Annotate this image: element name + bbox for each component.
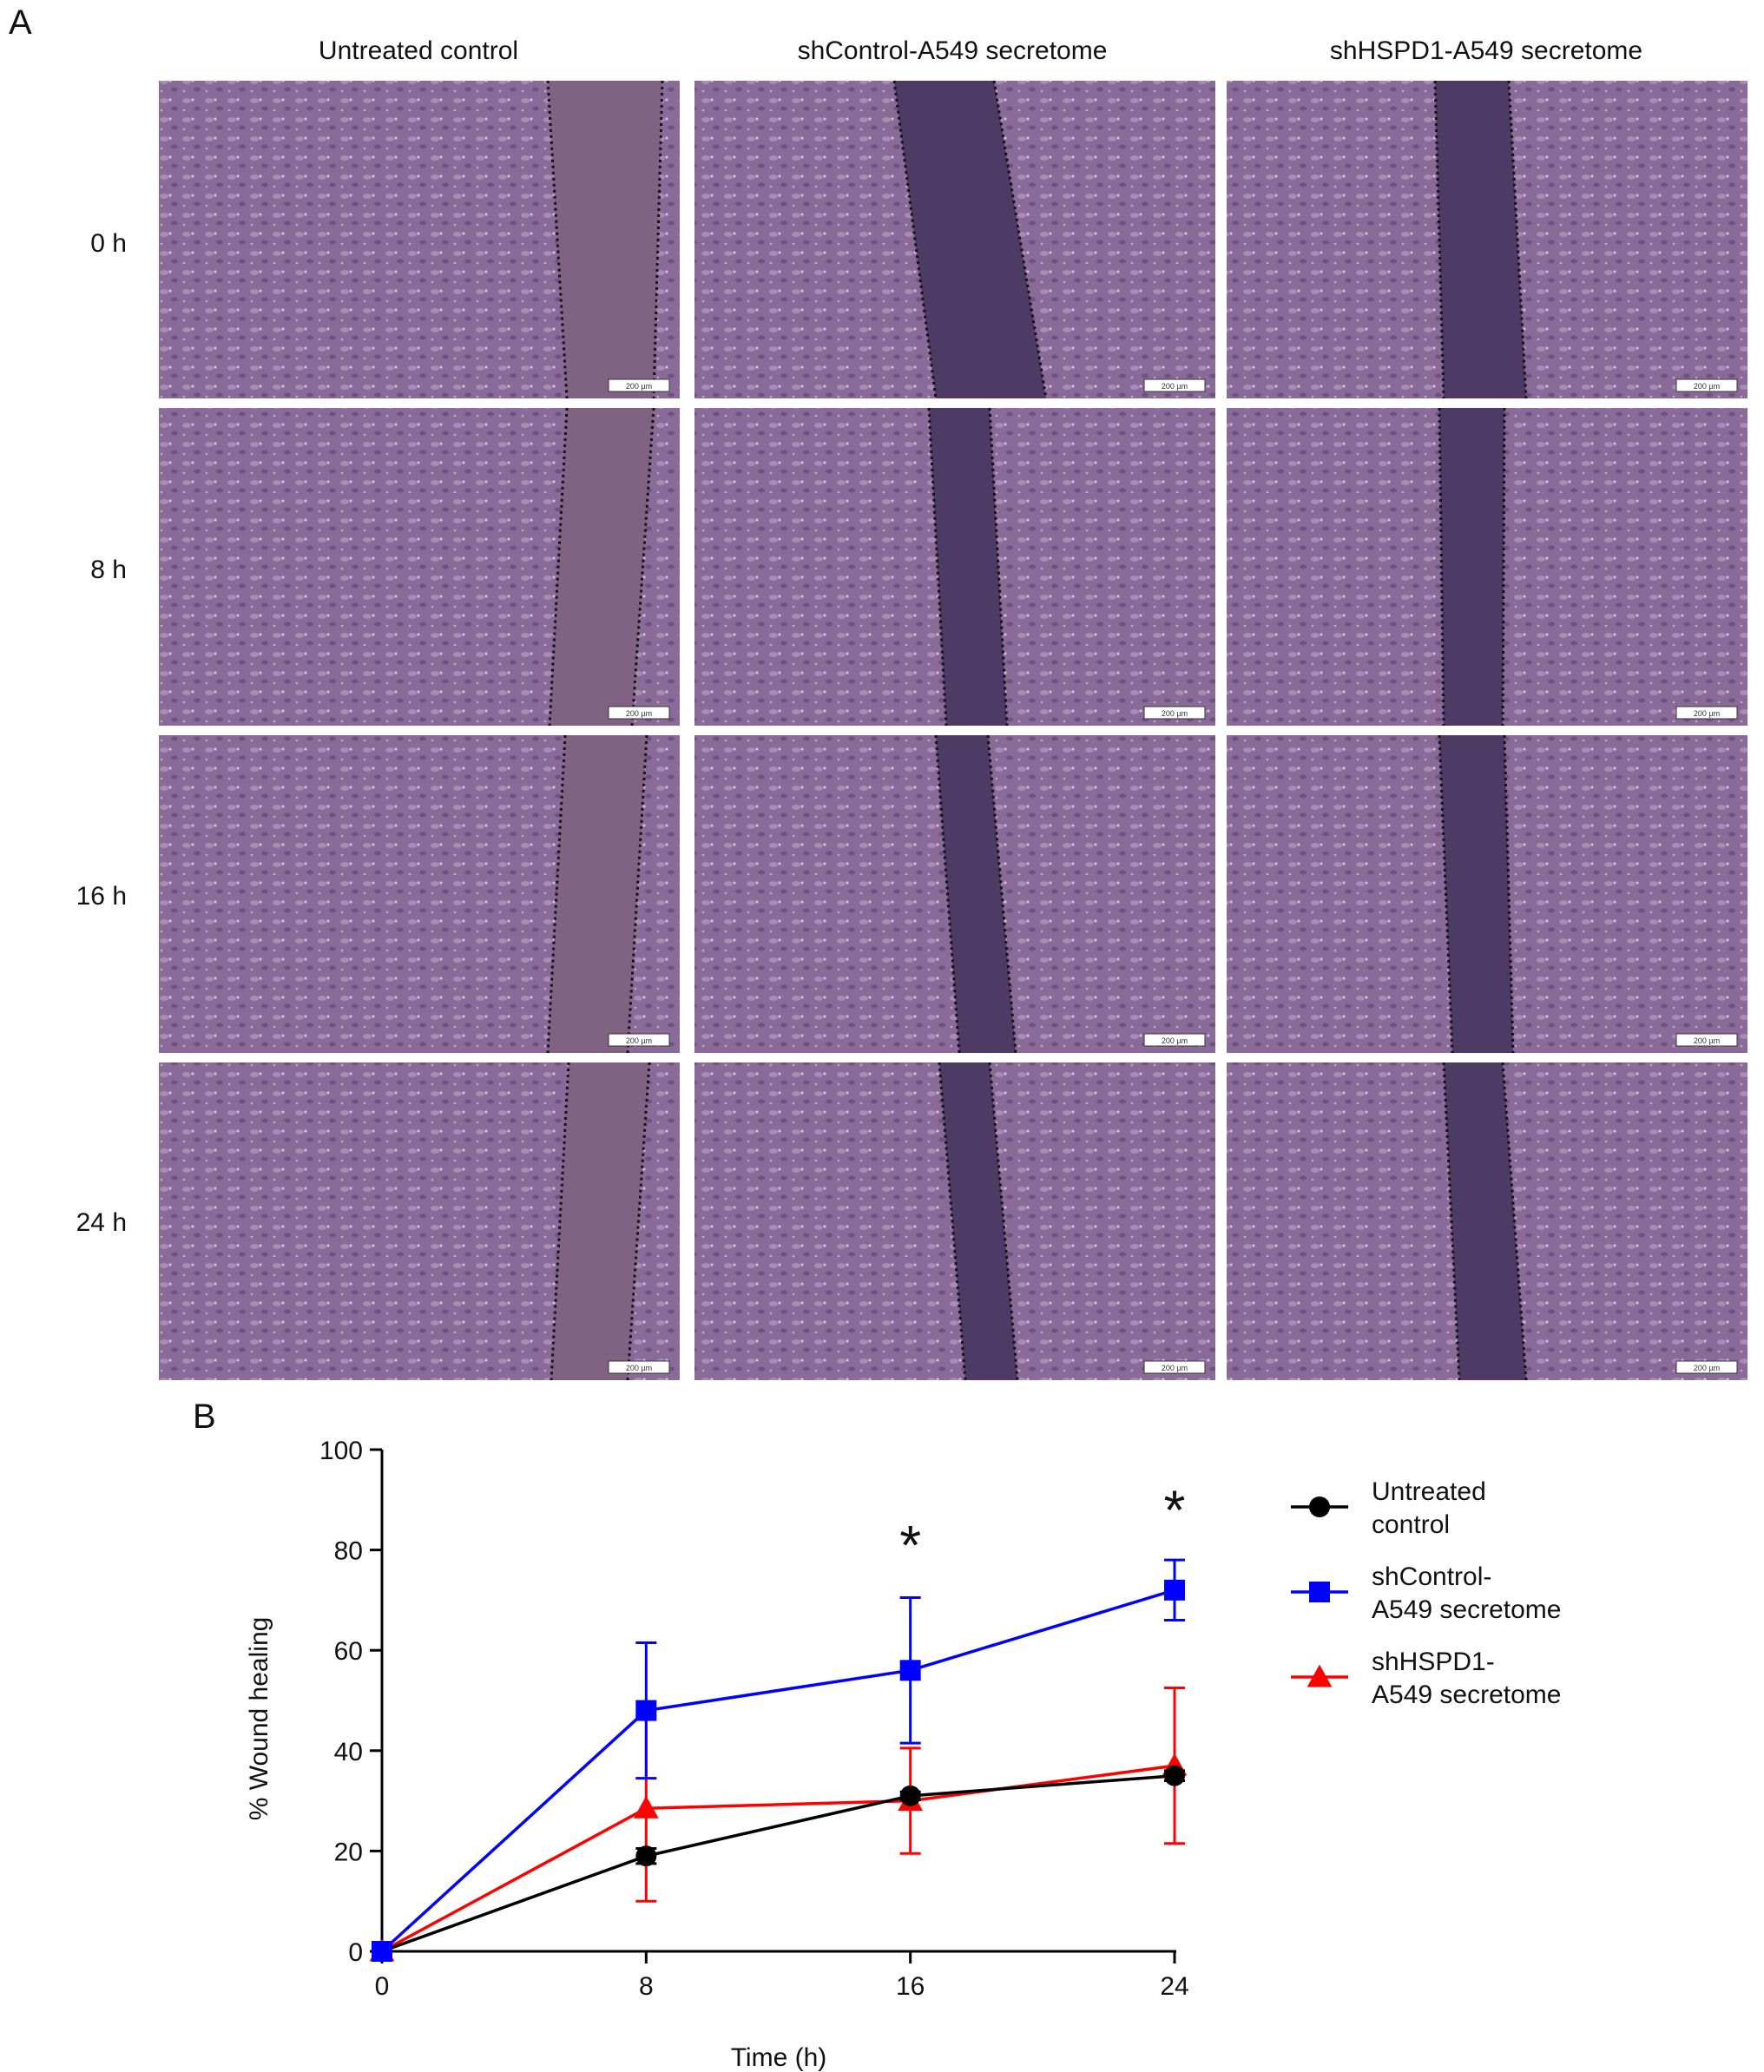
data-point	[372, 1941, 392, 1962]
data-point	[1164, 1765, 1185, 1786]
scale-bar-label: 200 µm	[1694, 382, 1720, 391]
scale-bar-label: 200 µm	[1162, 382, 1188, 391]
series-1	[372, 1558, 1185, 1962]
scale-bar-label: 200 µm	[626, 709, 652, 718]
legend-label: shHSPD1-	[1372, 1648, 1495, 1676]
micrograph-1-1: 200 µm	[694, 407, 1215, 727]
scale-bar-label: 200 µm	[626, 1364, 652, 1372]
series-line	[381, 1764, 1175, 1953]
series-line	[381, 1773, 1175, 1953]
x-tick-label: 24	[1160, 1972, 1188, 2001]
legend-item-2: shHSPD1- A549 secretome	[1291, 1648, 1561, 1709]
x-tick-label: 8	[639, 1972, 654, 2001]
micrograph-1-0: 200 µm	[694, 80, 1215, 399]
y-tick-label: 0	[348, 1938, 363, 1967]
data-point	[1164, 1579, 1185, 1601]
y-tick-label: 80	[334, 1537, 363, 1566]
y-tick-label: 60	[334, 1637, 363, 1666]
scale-bar-label: 200 µm	[1694, 1364, 1720, 1372]
scale-bar-label: 200 µm	[626, 1036, 652, 1045]
column-header-shcontrol: shControl-A549 secretome	[797, 36, 1108, 65]
data-point	[635, 1700, 657, 1721]
series-0	[372, 1765, 1185, 1962]
significance-asterisk: *	[1164, 1478, 1186, 1541]
x-tick-label: 16	[896, 1972, 925, 2001]
data-point	[899, 1785, 921, 1806]
scale-bar-label: 200 µm	[1694, 1036, 1720, 1045]
micrograph-0-3: 200 µm	[159, 1062, 680, 1381]
significance-asterisk: *	[899, 1514, 921, 1576]
x-axis-label: Time (h)	[731, 2043, 827, 2072]
y-tick-label: 20	[334, 1838, 363, 1866]
y-tick-label: 40	[334, 1738, 363, 1766]
series-line	[380, 1589, 1175, 1953]
data-point	[899, 1660, 921, 1681]
scale-bar-label: 200 µm	[1162, 1364, 1188, 1372]
legend-item-1: shControl- A549 secretome	[1291, 1562, 1561, 1624]
legend-swatch-marker	[1309, 1582, 1330, 1602]
row-header-0h: 0 h	[90, 229, 127, 258]
micrograph-2-1: 200 µm	[1227, 407, 1748, 727]
data-point	[635, 1845, 657, 1867]
column-header-shhspd1: shHSPD1-A549 secretome	[1329, 36, 1643, 65]
micrograph-1-3: 200 µm	[694, 1062, 1215, 1381]
scale-bar-label: 200 µm	[1162, 1036, 1188, 1045]
row-header-8h: 8 h	[90, 556, 127, 584]
micrograph-0-1: 200 µm	[159, 407, 680, 727]
y-axis-label: % Wound healing	[245, 1617, 273, 1821]
legend-label: A549 secretome	[1372, 1681, 1561, 1709]
legend-label: A549 secretome	[1372, 1595, 1561, 1624]
legend-swatch-marker	[1309, 1496, 1330, 1517]
row-header-16h: 16 h	[76, 882, 127, 911]
legend-label: shControl-	[1372, 1562, 1491, 1591]
legend-label: Untreated	[1372, 1477, 1486, 1506]
micrograph-0-2: 200 µm	[159, 734, 680, 1054]
row-header-24h: 24 h	[76, 1208, 127, 1237]
micrograph-2-0: 200 µm	[1227, 80, 1748, 399]
micrograph-1-2: 200 µm	[694, 734, 1215, 1054]
panel-label-a: A	[9, 3, 32, 42]
micrograph-2-2: 200 µm	[1227, 734, 1748, 1054]
y-tick-label: 100	[319, 1437, 363, 1465]
legend-label: control	[1372, 1510, 1450, 1539]
column-header-untreated: Untreated control	[318, 36, 519, 65]
data-point	[633, 1795, 659, 1819]
micrograph-0-0: 200 µm	[159, 80, 680, 399]
legend-item-0: Untreated control	[1291, 1477, 1486, 1539]
legend-swatch-marker	[1307, 1664, 1333, 1687]
scale-bar-label: 200 µm	[626, 382, 652, 391]
micrograph-grid: 200 µm 200 µm 200 µm 200 µm 200 µm 200 µm 200 …	[159, 80, 1748, 1381]
scale-bar-label: 200 µm	[1694, 709, 1720, 718]
micrograph-2-3: 200 µm	[1227, 1062, 1748, 1381]
x-tick-label: 0	[375, 1972, 390, 2001]
scale-bar-label: 200 µm	[1162, 709, 1188, 718]
panel-label-b: B	[193, 1398, 216, 1436]
